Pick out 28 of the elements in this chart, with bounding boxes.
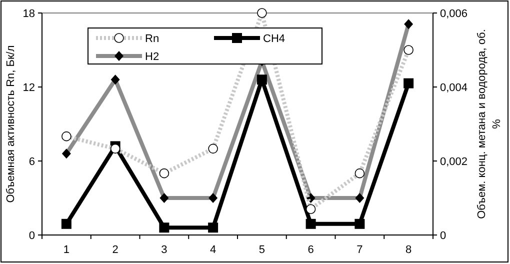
point [404, 78, 414, 88]
x-tick-label: 7 [356, 244, 363, 256]
point [354, 218, 365, 229]
legend-label: CH4 [263, 33, 286, 45]
y2-axis-title: Объем. конц. метана и водорода, об. % [476, 29, 503, 219]
y2-tick-label: 0,002 [440, 156, 468, 168]
point [159, 222, 170, 233]
y-tick-label: 0 [28, 230, 35, 242]
y2-tick-label: 0,006 [440, 8, 468, 20]
x-tick-label: 2 [112, 244, 118, 256]
y-tick-label: 12 [22, 82, 35, 94]
x-tick-label: 3 [161, 244, 168, 256]
point [208, 222, 218, 233]
y-axis-title: Объемная активность Rn, Бк/л [5, 45, 17, 203]
legend-label: H2 [145, 51, 160, 63]
x-tick-label: 5 [258, 244, 265, 256]
x-tick-label: 6 [308, 244, 314, 256]
point [61, 218, 72, 229]
y-tick-label: 18 [22, 8, 35, 20]
y2-tick-label: 0,004 [440, 82, 468, 94]
point [306, 218, 316, 229]
x-tick-label: 1 [63, 244, 70, 256]
point [256, 74, 267, 85]
legend-label: Rn [145, 33, 160, 45]
y-tick-label: 6 [28, 156, 35, 168]
x-tick-label: 4 [210, 244, 216, 256]
y2-tick-label: 0 [440, 230, 446, 242]
x-tick-label: 8 [406, 244, 412, 256]
